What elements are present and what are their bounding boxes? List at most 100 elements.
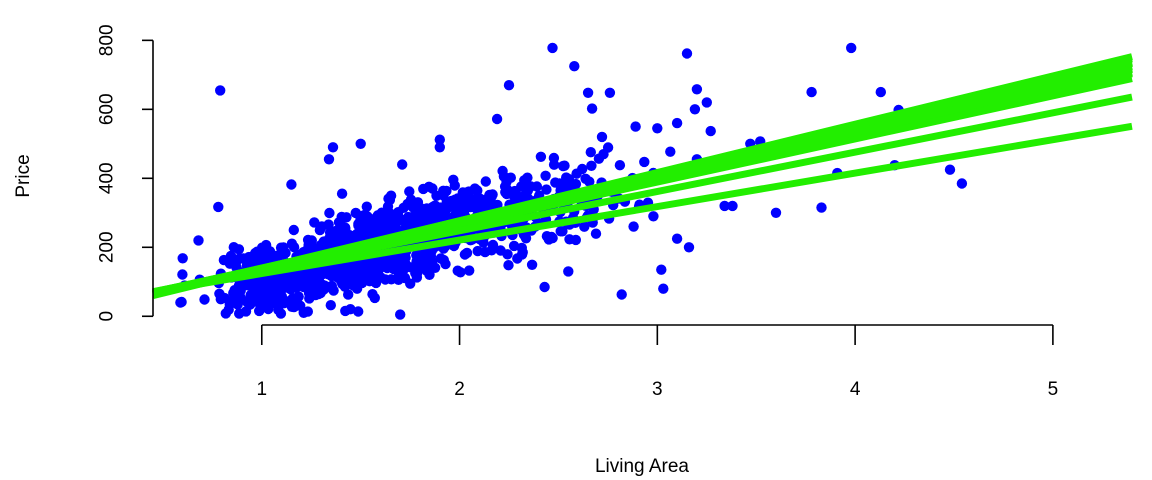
- data-point: [604, 87, 616, 99]
- data-point: [343, 289, 354, 300]
- data-point: [665, 146, 676, 157]
- data-point: [501, 187, 512, 198]
- data-point: [531, 181, 543, 192]
- data-point: [364, 264, 375, 276]
- data-point: [278, 242, 289, 253]
- data-point: [236, 294, 247, 305]
- regression-line: [152, 122, 1133, 296]
- data-point: [563, 266, 574, 277]
- data-point: [370, 213, 381, 224]
- data-point: [336, 188, 348, 199]
- data-point: [286, 301, 298, 312]
- data-point: [355, 138, 366, 149]
- data-point: [357, 210, 369, 221]
- data-point: [373, 271, 385, 282]
- data-point: [816, 202, 827, 213]
- data-point: [175, 297, 186, 308]
- data-point: [434, 134, 445, 145]
- data-point: [361, 201, 372, 212]
- data-point: [434, 142, 445, 153]
- data-point: [593, 153, 605, 164]
- data-point: [314, 224, 326, 236]
- data-point: [586, 160, 597, 171]
- data-point: [503, 80, 515, 91]
- data-point: [701, 97, 712, 108]
- data-point: [671, 233, 683, 244]
- data-point: [516, 249, 528, 260]
- data-point: [280, 282, 291, 293]
- data-point: [412, 206, 423, 217]
- data-point: [443, 202, 454, 213]
- data-point: [584, 176, 595, 187]
- data-point: [199, 294, 210, 305]
- data-point: [288, 242, 300, 253]
- data-point: [846, 42, 857, 54]
- data-point: [705, 125, 716, 137]
- data-point: [458, 200, 469, 212]
- data-point: [671, 117, 683, 129]
- data-point: [273, 304, 284, 316]
- data-point: [220, 308, 231, 319]
- data-point: [260, 251, 272, 262]
- x-tick-label: 2: [454, 379, 465, 400]
- x-tick-label: 1: [256, 379, 267, 400]
- data-point: [639, 156, 650, 168]
- data-point: [602, 142, 614, 153]
- data-point: [325, 300, 336, 311]
- data-point: [404, 186, 415, 197]
- data-point: [630, 121, 641, 132]
- data-point: [719, 200, 730, 212]
- data-point: [448, 174, 459, 185]
- data-point: [240, 306, 252, 317]
- data-point: [689, 104, 701, 115]
- regression-line: [152, 93, 1133, 296]
- data-point: [392, 210, 404, 222]
- data-point: [338, 229, 349, 240]
- data-point: [569, 60, 580, 72]
- data-point: [389, 222, 400, 233]
- data-point: [411, 250, 422, 261]
- data-point: [327, 142, 339, 153]
- data-point: [548, 159, 560, 170]
- data-point: [260, 239, 272, 251]
- data-point: [596, 131, 608, 143]
- data-point: [491, 113, 503, 125]
- axes: 0 200 400 600 800 1 2 3 4 5: [97, 24, 1059, 400]
- data-point: [224, 256, 236, 267]
- data-point: [479, 246, 491, 258]
- data-point: [502, 249, 513, 260]
- data-point: [770, 207, 782, 218]
- data-point: [535, 151, 547, 162]
- data-point: [480, 176, 491, 187]
- data-point: [389, 253, 401, 264]
- data-point: [557, 226, 568, 237]
- data-point: [628, 221, 639, 232]
- data-point: [395, 309, 406, 320]
- data-point: [429, 262, 441, 273]
- data-point: [585, 147, 596, 158]
- data-point: [658, 283, 669, 294]
- data-point: [288, 224, 299, 236]
- data-point: [539, 281, 550, 293]
- data-point: [648, 211, 659, 222]
- data-point: [414, 260, 425, 271]
- data-point: [547, 42, 558, 54]
- data-point: [541, 184, 552, 195]
- data-point: [434, 202, 446, 213]
- data-point: [215, 294, 226, 305]
- data-point: [559, 160, 570, 171]
- data-point: [503, 260, 514, 271]
- data-point: [875, 86, 886, 98]
- data-point: [554, 178, 565, 189]
- data-point: [426, 203, 437, 214]
- data-point: [470, 202, 481, 214]
- y-tick-label: 400: [97, 162, 118, 194]
- data-point: [377, 209, 389, 220]
- data-point: [412, 197, 424, 208]
- data-point: [497, 165, 508, 177]
- data-point: [347, 271, 359, 282]
- data-point: [652, 123, 663, 134]
- data-point: [375, 255, 386, 267]
- data-point: [405, 262, 416, 273]
